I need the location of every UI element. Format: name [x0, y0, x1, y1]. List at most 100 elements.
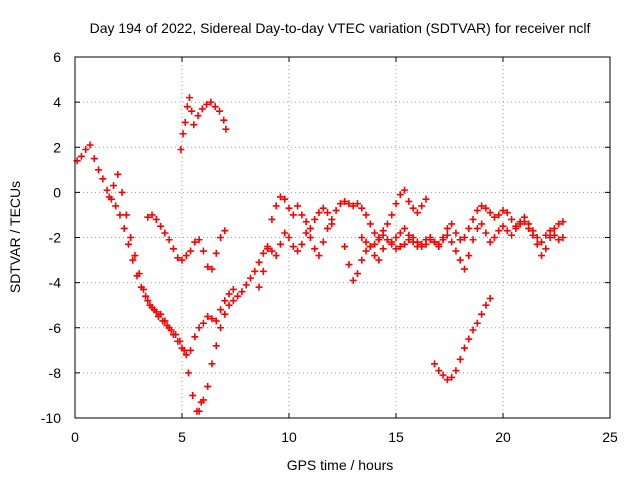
data-point [103, 186, 111, 194]
data-point [546, 234, 554, 241]
data-point [499, 206, 507, 214]
y-tick-label: 4 [53, 94, 61, 110]
data-point [198, 105, 206, 113]
data-point [465, 224, 473, 232]
data-point [443, 231, 451, 239]
data-point [215, 107, 223, 115]
data-point [405, 197, 413, 205]
data-point [268, 215, 276, 223]
data-point [538, 238, 546, 246]
data-point [550, 224, 558, 232]
data-point [90, 155, 98, 163]
data-point [401, 240, 409, 248]
data-point [495, 227, 503, 235]
data-point [311, 245, 319, 253]
data-point [525, 220, 533, 228]
data-point [559, 234, 567, 241]
data-point [388, 211, 396, 219]
data-point [439, 371, 447, 379]
data-point [302, 218, 310, 226]
data-point [255, 283, 263, 291]
data-point [118, 188, 126, 196]
data-point [499, 222, 507, 230]
data-point [345, 200, 353, 208]
data-point [246, 274, 254, 282]
data-point [371, 229, 379, 237]
data-point [114, 170, 122, 178]
data-point [199, 396, 207, 404]
y-axis-title: SDTVAR / TECUs [7, 181, 23, 293]
data-point [131, 252, 139, 260]
data-point [182, 351, 190, 359]
data-point [366, 243, 374, 251]
data-point [184, 369, 192, 377]
data-point [152, 308, 160, 316]
data-point [178, 344, 186, 352]
x-tick-label: 15 [388, 429, 404, 445]
data-point [139, 285, 147, 293]
data-point [533, 240, 541, 248]
data-point [460, 344, 468, 352]
data-point [422, 195, 430, 203]
grid-layer [75, 57, 610, 418]
data-point [217, 234, 225, 241]
data-point [349, 276, 357, 284]
data-point [199, 247, 207, 255]
data-point [456, 236, 464, 244]
data-point [469, 236, 477, 244]
data-layer [73, 94, 567, 415]
data-point [503, 227, 511, 235]
data-point [392, 200, 400, 208]
data-point [294, 202, 302, 210]
data-point [229, 285, 237, 293]
data-point [375, 256, 383, 264]
data-point [169, 245, 177, 253]
data-point [188, 107, 196, 115]
data-point [456, 355, 464, 363]
series-trace-b [144, 211, 229, 273]
data-point [353, 270, 361, 278]
data-point [448, 238, 456, 246]
data-point [413, 209, 421, 217]
data-point [473, 224, 481, 232]
data-point [362, 247, 370, 255]
data-point [148, 303, 156, 311]
data-point [486, 209, 494, 217]
data-point [195, 236, 203, 244]
data-point [178, 256, 186, 264]
data-point [465, 252, 473, 260]
data-point [546, 227, 554, 235]
data-point [452, 367, 460, 375]
data-point [207, 98, 215, 106]
data-point [116, 211, 124, 219]
data-point [353, 200, 361, 208]
data-point [371, 252, 379, 260]
data-point [264, 245, 272, 253]
data-point [204, 382, 212, 390]
data-point [478, 202, 486, 210]
data-point [520, 213, 528, 221]
data-point [542, 245, 550, 253]
data-point [174, 254, 182, 262]
data-point [191, 238, 199, 246]
data-point [212, 342, 220, 350]
data-point [208, 265, 216, 273]
chart-title: Day 194 of 2022, Sidereal Day-to-day VTE… [90, 20, 591, 36]
data-point [362, 211, 370, 219]
data-point [238, 288, 246, 296]
data-point [486, 294, 494, 302]
data-point [422, 236, 430, 244]
series-trace-d [195, 220, 336, 415]
data-point [341, 197, 349, 205]
data-point [379, 245, 387, 253]
data-point [508, 215, 516, 223]
data-point [388, 240, 396, 248]
data-point [533, 234, 541, 241]
y-tick-label: 6 [53, 49, 61, 65]
data-point [478, 310, 486, 318]
data-point [324, 209, 332, 217]
data-point [86, 141, 94, 149]
data-point [542, 231, 550, 239]
data-point [281, 229, 289, 237]
data-point [490, 234, 498, 241]
